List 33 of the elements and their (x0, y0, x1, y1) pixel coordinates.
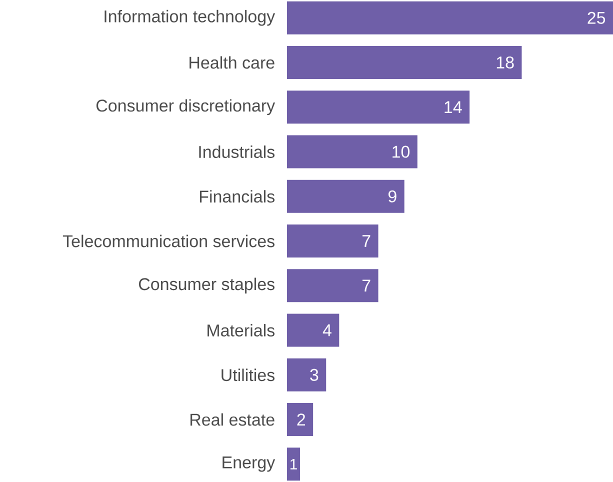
data-label: 3 (310, 368, 318, 381)
y-tick-label: Industrials (199, 146, 275, 158)
bar (286, 1, 613, 34)
bar (286, 90, 470, 124)
bar (286, 135, 418, 168)
data-label: 14 (444, 101, 462, 113)
data-label: 1 (290, 459, 297, 470)
data-label: 7 (362, 280, 370, 292)
data-label: 7 (362, 235, 370, 247)
bar (286, 224, 378, 258)
data-label: 9 (388, 190, 396, 202)
y-tick-label: Real estate (190, 413, 274, 426)
data-label: 2 (297, 414, 306, 426)
bar (286, 269, 378, 302)
bar (286, 46, 522, 79)
bar (286, 358, 326, 392)
bar (286, 180, 404, 213)
y-tick-label: Information technology (104, 10, 276, 26)
data-label: 10 (392, 146, 410, 158)
y-tick-label: Utilities (222, 368, 275, 382)
data-label: 4 (322, 324, 332, 336)
data-label: 18 (496, 56, 514, 69)
y-tick-label: Energy (222, 456, 276, 472)
bar (286, 403, 314, 436)
y-tick-label: Health care (190, 56, 274, 69)
bar (286, 314, 340, 347)
y-tick-label: Consumer staples (138, 278, 274, 294)
y-tick-label: Telecommunication services (62, 234, 274, 248)
data-label: 25 (588, 12, 606, 24)
y-tick-label: Materials (208, 324, 275, 337)
bar (286, 448, 300, 481)
y-tick-label: Consumer discretionary (96, 99, 276, 116)
y-tick-label: Financials (200, 190, 275, 203)
